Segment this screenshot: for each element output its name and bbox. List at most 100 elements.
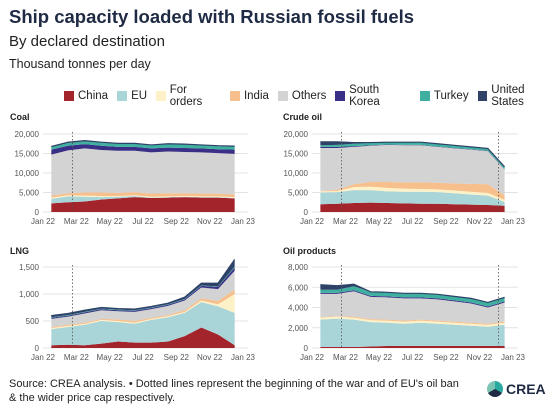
legend-label-india: India bbox=[243, 90, 269, 102]
area-crude-oil-south-korea bbox=[320, 144, 505, 170]
x-tick-label: Nov 22 bbox=[467, 353, 493, 362]
y-tick-label: 15,000 bbox=[284, 150, 309, 159]
area-lng-others bbox=[51, 270, 235, 327]
y-tick-label: 500 bbox=[26, 317, 40, 326]
legend-swatch-others bbox=[277, 91, 288, 101]
y-tick-label: 20,000 bbox=[284, 130, 309, 139]
x-tick-label: Sep 22 bbox=[164, 217, 190, 226]
x-tick-label: Sep 22 bbox=[433, 217, 459, 226]
chart-title: Ship capacity loaded with Russian fossil… bbox=[9, 6, 415, 27]
legend-item-for-orders[interactable]: For orders bbox=[156, 84, 221, 108]
x-tick-label: Mar 22 bbox=[64, 353, 89, 362]
panel-title-lng: LNG bbox=[10, 246, 29, 256]
area-crude-oil-turkey bbox=[320, 142, 505, 170]
legend-swatch-for-orders bbox=[156, 91, 166, 101]
source-note: Source: CREA analysis. • Dotted lines re… bbox=[9, 378, 459, 404]
legend-label-others: Others bbox=[291, 90, 327, 102]
area-crude-oil-others bbox=[320, 144, 505, 196]
x-tick-label: May 22 bbox=[97, 353, 124, 362]
legend-item-turkey[interactable]: Turkey bbox=[419, 84, 469, 108]
x-tick-label: Jan 23 bbox=[501, 217, 526, 226]
legend-label-eu: EU bbox=[131, 90, 148, 102]
legend-item-others[interactable]: Others bbox=[277, 84, 327, 108]
y-tick-label: 0 bbox=[304, 208, 309, 217]
x-tick-label: Mar 22 bbox=[333, 217, 358, 226]
area-coal-for-orders bbox=[51, 195, 235, 199]
area-coal-south-korea bbox=[51, 144, 235, 155]
x-tick-label: Nov 22 bbox=[197, 217, 223, 226]
legend-item-india[interactable]: India bbox=[229, 84, 269, 108]
x-tick-label: Jul 22 bbox=[132, 353, 154, 362]
area-coal-turkey bbox=[51, 141, 235, 150]
y-tick-label: 1,000 bbox=[19, 290, 40, 299]
legend-item-china[interactable]: China bbox=[64, 84, 108, 108]
area-coal-china bbox=[51, 197, 235, 212]
legend-item-eu[interactable]: EU bbox=[117, 84, 147, 108]
area-oil-products-china bbox=[320, 345, 505, 348]
legend-swatch-india bbox=[229, 91, 240, 101]
x-tick-label: Nov 22 bbox=[197, 353, 223, 362]
y-tick-label: 20,000 bbox=[15, 130, 40, 139]
legend: China EU For orders India Others South K… bbox=[64, 84, 558, 108]
legend-swatch-united-states bbox=[477, 91, 488, 101]
crea-logo: CREA bbox=[487, 381, 546, 397]
x-tick-label: May 22 bbox=[366, 353, 393, 362]
y-tick-label: 5,000 bbox=[19, 189, 40, 198]
legend-swatch-south-korea bbox=[335, 91, 346, 101]
x-tick-label: Jan 23 bbox=[231, 353, 256, 362]
area-crude-oil-united-states bbox=[320, 141, 505, 167]
chart-subtitle: By declared destination bbox=[9, 33, 165, 50]
y-tick-label: 8,000 bbox=[288, 263, 309, 272]
panel-title-crude-oil: Crude oil bbox=[283, 112, 322, 122]
area-oil-products-turkey bbox=[320, 286, 505, 307]
area-crude-oil-china bbox=[320, 202, 505, 212]
x-tick-label: May 22 bbox=[97, 217, 124, 226]
legend-item-south-korea[interactable]: South Korea bbox=[335, 84, 410, 108]
legend-label-united-states: United States bbox=[491, 84, 525, 108]
x-tick-label: Jan 23 bbox=[501, 353, 526, 362]
y-tick-label: 2,000 bbox=[288, 324, 309, 333]
y-tick-label: 0 bbox=[35, 208, 40, 217]
legend-swatch-turkey bbox=[419, 91, 430, 101]
panel-title-oil-products: Oil products bbox=[283, 246, 336, 256]
x-tick-label: Jan 22 bbox=[31, 353, 56, 362]
legend-item-united-states[interactable]: United States bbox=[477, 84, 558, 108]
y-tick-label: 0 bbox=[35, 344, 40, 353]
legend-swatch-eu bbox=[117, 91, 128, 101]
y-tick-label: 6,000 bbox=[288, 283, 309, 292]
y-tick-label: 10,000 bbox=[284, 169, 309, 178]
legend-swatch-china bbox=[64, 91, 74, 101]
x-tick-label: Jan 22 bbox=[300, 353, 325, 362]
x-tick-label: Jan 22 bbox=[31, 217, 56, 226]
legend-label-south-korea: South Korea bbox=[349, 84, 380, 108]
area-lng-china bbox=[51, 327, 235, 348]
total-line-coal bbox=[51, 140, 235, 148]
area-oil-products-eu bbox=[320, 318, 505, 347]
x-tick-label: Mar 22 bbox=[64, 217, 89, 226]
area-oil-products-for-orders bbox=[320, 316, 505, 327]
y-tick-label: 10,000 bbox=[15, 169, 40, 178]
area-oil-products-others bbox=[320, 291, 505, 324]
area-lng-india bbox=[51, 289, 235, 329]
x-tick-label: Jul 22 bbox=[402, 353, 424, 362]
logo-text: CREA bbox=[506, 381, 546, 397]
x-tick-label: Jan 22 bbox=[300, 217, 325, 226]
x-tick-label: Sep 22 bbox=[164, 353, 190, 362]
x-tick-label: Mar 22 bbox=[333, 353, 358, 362]
total-line-lng bbox=[51, 259, 236, 317]
legend-label-china: China bbox=[78, 90, 109, 102]
crea-logo-icon bbox=[487, 381, 503, 397]
y-tick-label: 1,500 bbox=[19, 263, 40, 272]
units-label: Thousand tonnes per day bbox=[9, 57, 151, 71]
y-tick-label: 15,000 bbox=[15, 150, 40, 159]
area-oil-products-india bbox=[320, 316, 505, 325]
y-tick-label: 5,000 bbox=[288, 189, 309, 198]
area-lng-eu bbox=[51, 302, 235, 346]
area-coal-india bbox=[51, 192, 235, 198]
x-tick-label: Jul 22 bbox=[132, 217, 154, 226]
legend-label-for-orders: For orders bbox=[169, 84, 203, 108]
legend-label-turkey: Turkey bbox=[433, 90, 469, 102]
area-oil-products-south-korea bbox=[320, 290, 505, 308]
x-tick-label: Jul 22 bbox=[402, 217, 424, 226]
